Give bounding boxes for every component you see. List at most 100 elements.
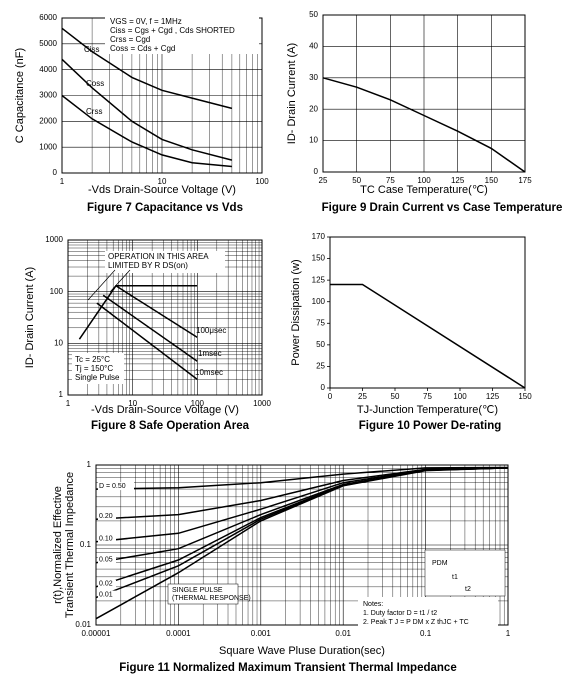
series-line bbox=[115, 285, 198, 339]
plot-frame bbox=[329, 236, 526, 389]
chart-title: Figure 10 Power De-rating bbox=[359, 420, 502, 432]
annotation-arrow bbox=[87, 269, 116, 301]
series-line bbox=[96, 302, 198, 380]
annotation: Tj = 150°C bbox=[75, 364, 113, 373]
y-axis-label: Transient Thermal Impedance bbox=[64, 472, 76, 618]
x-tick-label: 0 bbox=[328, 392, 333, 401]
x-tick-label: 175 bbox=[518, 176, 532, 185]
x-tick-label: 100 bbox=[255, 177, 269, 186]
series-label-bg bbox=[98, 512, 116, 521]
y-tick-label: 75 bbox=[316, 318, 325, 327]
annotation-arrow bbox=[109, 269, 131, 293]
annotation-box bbox=[72, 353, 124, 384]
series-label: 0.20 bbox=[99, 513, 113, 520]
x-tick-label: 100 bbox=[417, 176, 431, 185]
x-tick-label: 100 bbox=[453, 392, 467, 401]
x-axis-label: TC Case Temperature(℃) bbox=[360, 184, 488, 196]
y-tick-label: 0 bbox=[53, 168, 58, 177]
series-label: Ciss bbox=[84, 45, 100, 54]
series-label: SINGLE PULSE bbox=[172, 587, 223, 594]
y-tick-label: 6000 bbox=[39, 13, 57, 22]
annotation: (THERMAL RESPONSE) bbox=[172, 595, 251, 602]
annotation: LIMITED BY R DS(on) bbox=[108, 261, 188, 270]
x-tick-label: 0.00001 bbox=[82, 629, 111, 638]
series-label: 0.02 bbox=[99, 581, 113, 588]
annotation: OPERATION IN THIS AREA bbox=[108, 252, 209, 261]
series-line bbox=[322, 77, 526, 173]
chart-title: Figure 8 Safe Operation Area bbox=[91, 420, 250, 432]
y-axis-label: Power Dissipation (w) bbox=[290, 259, 302, 365]
x-tick-label: 1 bbox=[506, 629, 511, 638]
y-tick-label: 100 bbox=[50, 287, 64, 296]
y-tick-label: 50 bbox=[316, 340, 325, 349]
x-axis-label: TJ-Junction Temperature(℃) bbox=[357, 404, 498, 416]
chart-title: Figure 11 Normalized Maximum Transient T… bbox=[119, 662, 456, 674]
series-line bbox=[102, 294, 198, 362]
annotation: 2. Peak T J = P DM x Z thJC + TC bbox=[363, 619, 469, 626]
series-line bbox=[330, 283, 526, 389]
annotation: PDM bbox=[432, 560, 448, 567]
y-tick-label: 50 bbox=[309, 10, 318, 19]
y-tick-label: 10 bbox=[54, 338, 63, 347]
series-label: 100μsec bbox=[196, 326, 226, 335]
y-tick-label: 4000 bbox=[39, 65, 57, 74]
annotation: Crss = Cgd bbox=[110, 35, 150, 44]
series-label-bg bbox=[98, 555, 116, 564]
x-tick-label: 0.001 bbox=[251, 629, 272, 638]
x-tick-label: 125 bbox=[451, 176, 465, 185]
x-tick-label: 25 bbox=[358, 392, 367, 401]
series-label: 0.10 bbox=[99, 536, 113, 543]
series-line bbox=[95, 467, 509, 620]
x-tick-label: 75 bbox=[423, 392, 432, 401]
series-line bbox=[78, 285, 198, 340]
x-tick-label: 10 bbox=[158, 177, 167, 186]
y-tick-label: 170 bbox=[312, 232, 326, 241]
plot-frame bbox=[95, 464, 509, 626]
y-tick-label: 1 bbox=[59, 390, 64, 399]
chart: 1 10 100 1000 1 10 100 1000 Figure 8 Safe Operat… bbox=[24, 235, 272, 432]
annotation: VGS = 0V, f = 1MHz bbox=[110, 17, 182, 26]
annotation-box bbox=[167, 583, 239, 605]
series-label: Crss bbox=[86, 107, 102, 116]
x-tick-label: 0.0001 bbox=[166, 629, 191, 638]
annotation-box bbox=[105, 16, 259, 54]
y-tick-label: 25 bbox=[316, 362, 325, 371]
diagram-box bbox=[424, 549, 506, 597]
plot-frame bbox=[67, 239, 263, 396]
series-label: D = 0.50 bbox=[99, 483, 126, 490]
annotation: Tc = 25°C bbox=[75, 355, 110, 364]
annotation: t2 bbox=[465, 586, 471, 593]
series-label: 1msec bbox=[198, 349, 222, 358]
x-tick-label: 1000 bbox=[253, 399, 271, 408]
annotation-box bbox=[105, 251, 225, 273]
y-tick-label: 1000 bbox=[39, 142, 57, 151]
series-line bbox=[95, 467, 509, 520]
y-tick-label: 40 bbox=[309, 42, 318, 51]
y-tick-label: 1 bbox=[87, 460, 92, 469]
y-tick-label: 10 bbox=[309, 136, 318, 145]
x-axis-label: Square Wave Pluse Duration(sec) bbox=[219, 645, 385, 657]
chart: 0.01 0.1 1 0.00001 0.0001 0.001 0.01 0.1 1 Figure… bbox=[52, 460, 511, 674]
annotation: Ciss = Cgs + Cgd , Cds SHORTED bbox=[110, 26, 235, 35]
x-tick-label: 50 bbox=[352, 176, 361, 185]
x-tick-label: 0.1 bbox=[420, 629, 432, 638]
x-tick-label: 10 bbox=[128, 399, 137, 408]
annotation: t1 bbox=[452, 574, 458, 581]
chart: 0 25 50 75 100 125 150 170 0 25 50 75 100 125 150 Figur… bbox=[290, 232, 532, 432]
y-axis-label: r(t),Normalized Effective bbox=[52, 486, 64, 604]
series-label-bg bbox=[98, 579, 116, 588]
series-label-bg bbox=[98, 590, 116, 599]
notes-box bbox=[358, 597, 498, 627]
x-axis-label: -Vds Drain-Source Voltage (V) bbox=[91, 404, 239, 416]
x-tick-label: 1 bbox=[66, 399, 71, 408]
y-tick-label: 100 bbox=[312, 297, 326, 306]
x-tick-label: 1 bbox=[60, 177, 65, 186]
y-tick-label: 30 bbox=[309, 73, 318, 82]
series-label: 10msec bbox=[195, 368, 223, 377]
y-axis-label: C Capacitance (nF) bbox=[14, 48, 26, 143]
x-tick-label: 50 bbox=[391, 392, 400, 401]
x-tick-label: 150 bbox=[485, 176, 499, 185]
series-line bbox=[61, 94, 232, 168]
y-tick-label: 150 bbox=[312, 254, 326, 263]
